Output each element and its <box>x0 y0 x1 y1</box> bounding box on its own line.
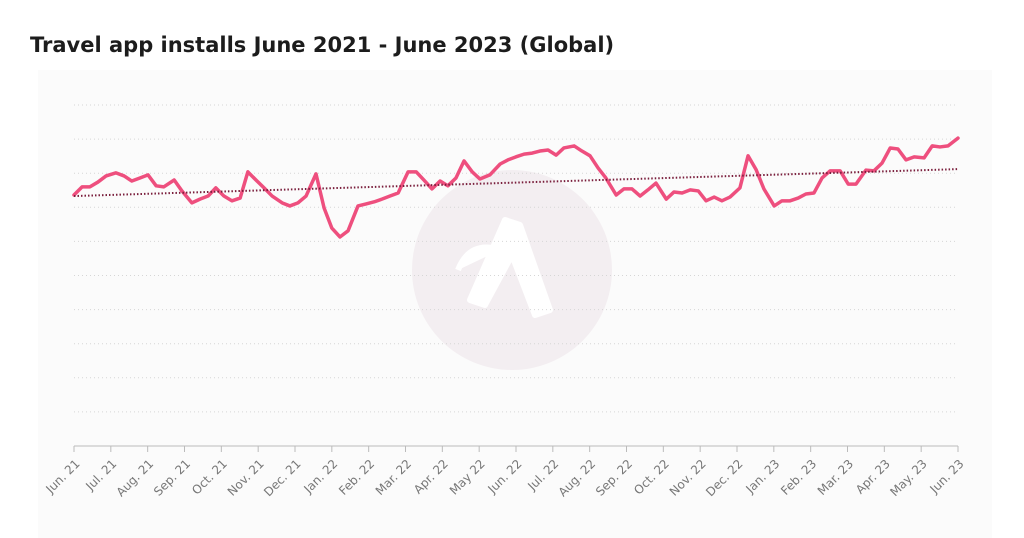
chart-title: Travel app installs June 2021 - June 202… <box>30 33 614 57</box>
data-line <box>72 136 960 239</box>
watermark <box>412 170 612 370</box>
trend-line <box>73 168 959 198</box>
